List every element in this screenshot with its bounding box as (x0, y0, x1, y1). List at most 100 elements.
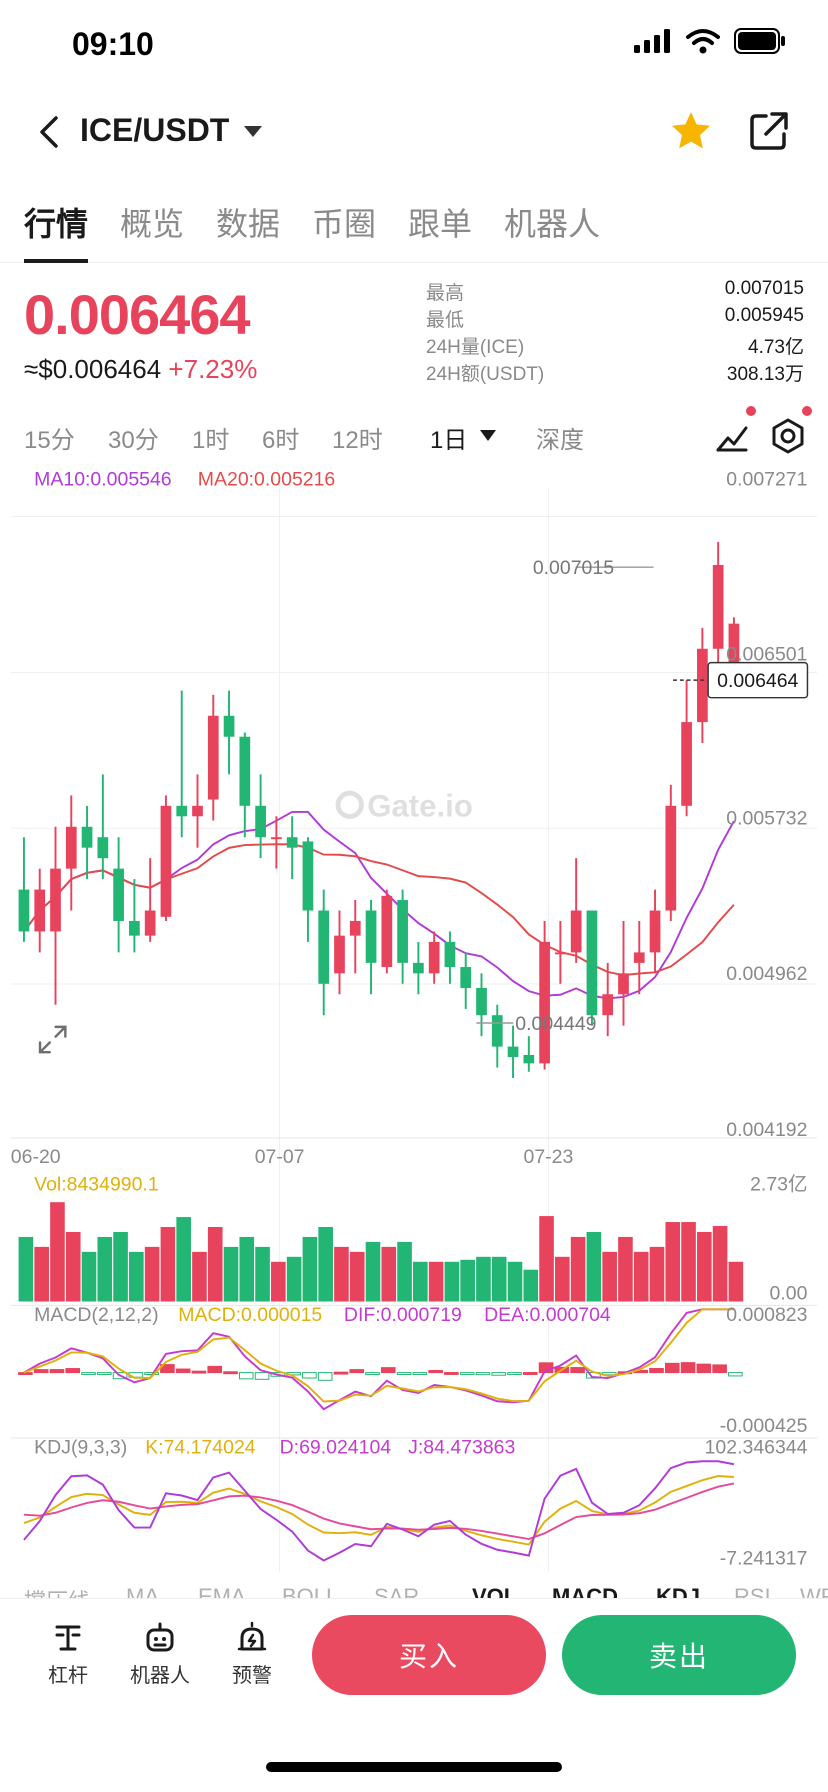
macd-histogram-bar (65, 1368, 81, 1374)
tab-data[interactable]: 数据 (216, 206, 281, 242)
chart-settings-icon[interactable] (768, 416, 808, 456)
leverage-button[interactable]: 杠杆 (28, 1621, 108, 1688)
interval-15m[interactable]: 15分 (24, 427, 75, 454)
tab-community[interactable]: 币圈 (312, 206, 377, 242)
candle-body (207, 715, 219, 800)
stat-value: 0.007015 (724, 278, 804, 299)
interval-30m[interactable]: 30分 (108, 427, 159, 454)
share-icon[interactable] (746, 108, 792, 154)
buy-button[interactable]: 买入 (312, 1615, 546, 1695)
volume-bar (444, 1261, 460, 1302)
tab-copy-trading[interactable]: 跟单 (408, 206, 473, 242)
interval-12h[interactable]: 12时 (332, 427, 383, 454)
volume-bar (712, 1226, 728, 1302)
macd-histogram-bar (365, 1372, 380, 1376)
candle-body (34, 889, 46, 932)
ma10-line (23, 810, 735, 1000)
volume-bar (144, 1246, 160, 1302)
volume-bar (586, 1231, 602, 1302)
kdj-min-label: -7.241317 (720, 1547, 808, 1569)
alert-button[interactable]: 预警 (212, 1621, 292, 1688)
bottom-action-bar: 杠杆 机器人 预警 买入 卖出 (0, 1598, 828, 1728)
stat-label: 24H额(USDT) (426, 364, 545, 385)
indicator-tab[interactable]: KDJ (656, 1584, 701, 1598)
macd-histogram-bar (207, 1365, 223, 1374)
indicator-tabs: 撑压线 MA EMA BOLL SAR VOL MACD KDJ RSI WR (0, 1578, 828, 1598)
macd-histogram-bar (380, 1367, 396, 1374)
status-time: 09:10 (72, 26, 154, 62)
pair-title[interactable]: ICE/USDT (80, 112, 230, 148)
indicator-tab[interactable]: SAR (374, 1584, 420, 1598)
interval-caret-icon[interactable] (480, 430, 496, 441)
tab-market[interactable]: 行情 (24, 206, 89, 242)
candle-body (286, 837, 298, 848)
candle-body (97, 837, 109, 859)
x-tick-label: 07-23 (524, 1146, 574, 1168)
indicator-tab[interactable]: MACD (552, 1584, 618, 1598)
volume-bar (81, 1251, 97, 1302)
candle-body (302, 841, 314, 911)
tab-overview[interactable]: 概览 (120, 206, 185, 242)
high-price-label: 0.007015 (533, 557, 614, 579)
current-price-box (707, 661, 809, 699)
candle-body (113, 868, 124, 921)
alert-label: 预警 (232, 1665, 272, 1687)
indicator-tab[interactable]: EMA (198, 1584, 246, 1598)
candle-body (428, 941, 440, 974)
volume-bar (460, 1259, 475, 1302)
volume-bar (160, 1227, 176, 1302)
indicator-tab[interactable]: 撑压线 (24, 1584, 90, 1598)
interval-1d[interactable]: 1日 (430, 427, 468, 454)
volume-bar (318, 1227, 333, 1302)
cellular-signal-icon (634, 29, 670, 53)
bots-button[interactable]: 机器人 (120, 1621, 200, 1688)
volume-bar (555, 1256, 570, 1302)
fullscreen-icon[interactable] (38, 1025, 67, 1054)
volume-bar (681, 1222, 696, 1302)
macd-histogram-bar (33, 1369, 49, 1374)
indicator-tab[interactable]: RSI (734, 1584, 771, 1598)
interval-6h[interactable]: 6时 (262, 427, 300, 454)
macd-histogram-bar (49, 1369, 65, 1374)
volume-bar (302, 1236, 318, 1302)
macd-histogram-bar (712, 1364, 727, 1374)
macd-histogram-bar (696, 1363, 712, 1374)
volume-max-label: 2.73亿 (750, 1173, 807, 1195)
volume-bar (65, 1231, 81, 1302)
volume-bar (697, 1231, 712, 1302)
tab-bots[interactable]: 机器人 (504, 206, 601, 242)
macd-panel (18, 1308, 743, 1411)
macd-histogram-bar (522, 1372, 538, 1375)
indicator-tab[interactable]: MA (126, 1584, 159, 1598)
robot-icon (146, 1622, 174, 1652)
indicator-tab[interactable]: VOL (472, 1584, 518, 1598)
candle-body (176, 805, 188, 817)
macd-histogram-bar (444, 1372, 459, 1375)
y-tick-label: 0.006501 (726, 644, 807, 666)
favorite-star-icon[interactable] (668, 108, 714, 154)
candle-body (81, 826, 93, 848)
macd-histogram-bar (459, 1372, 475, 1376)
kdj-d-line (23, 1482, 735, 1541)
back-icon[interactable] (30, 112, 70, 152)
candle-body (160, 805, 172, 917)
sell-button[interactable]: 卖出 (562, 1615, 796, 1695)
macd-histogram-bar (570, 1367, 585, 1374)
candle-body (365, 910, 377, 963)
depth-tab[interactable]: 深度 (536, 427, 584, 454)
kline-chart[interactable]: Gate.io MA10:0.005546 MA20:0.005216 0.00… (0, 462, 828, 1582)
indicator-settings-icon[interactable] (712, 416, 752, 456)
candle-body (239, 736, 251, 806)
candle-body (681, 722, 692, 806)
volume-bar (428, 1261, 444, 1302)
status-bar: 09:10 (0, 0, 828, 90)
main-tabs: 行情 概览 数据 币圈 跟单 机器人 (0, 195, 828, 263)
volume-bar (413, 1261, 428, 1302)
indicator-tab[interactable]: BOLL (282, 1584, 339, 1598)
indicator-tab[interactable]: WR (800, 1584, 828, 1598)
macd-histogram-bar (507, 1372, 522, 1376)
caret-down-icon[interactable] (244, 126, 262, 137)
interval-1h[interactable]: 1时 (192, 427, 230, 454)
kline-chart-svg[interactable]: Gate.io MA10:0.005546 MA20:0.005216 0.00… (0, 462, 828, 1582)
kdj-title: KDJ(9,3,3) (34, 1436, 127, 1458)
